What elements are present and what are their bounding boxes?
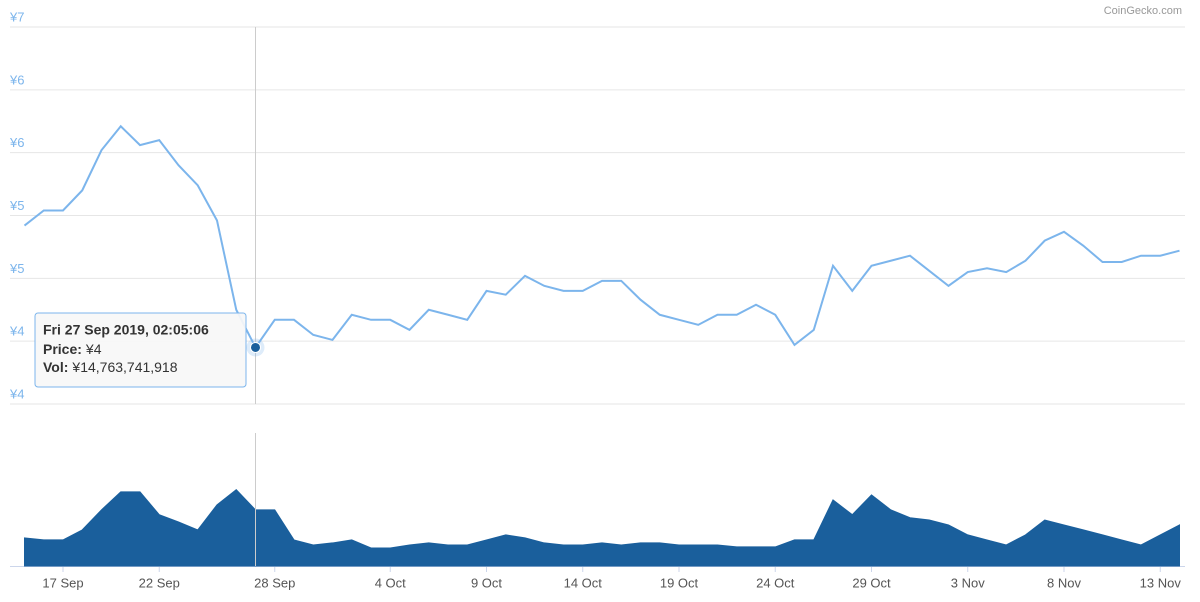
x-tick-label: 24 Oct — [756, 575, 795, 590]
x-tick-label: 13 Nov — [1140, 575, 1182, 590]
tooltip-title: Fri 27 Sep 2019, 02:05:06 — [43, 322, 209, 338]
x-tick-label: 17 Sep — [42, 575, 83, 590]
x-tick-label: 22 Sep — [139, 575, 180, 590]
x-tick-label: 14 Oct — [564, 575, 603, 590]
x-tick-label: 4 Oct — [375, 575, 406, 590]
tooltip-vol-label: Vol: — [43, 359, 68, 375]
y-tick-label: ¥5 — [9, 261, 24, 276]
y-tick-label: ¥4 — [9, 324, 24, 339]
hover-point — [250, 341, 261, 353]
y-tick-label: ¥6 — [9, 72, 24, 87]
x-tick-label: 9 Oct — [471, 575, 502, 590]
tooltip-box — [34, 312, 247, 388]
credit: CoinGecko.com — [1104, 5, 1182, 17]
x-tick-label: 19 Oct — [660, 575, 699, 590]
price-line — [23, 124, 1180, 350]
y-tick-label: ¥5 — [9, 198, 24, 213]
tooltip-price-value: ¥4 — [85, 341, 102, 357]
x-tick-label: 8 Nov — [1047, 575, 1081, 590]
tooltip-price-label: Price: — [43, 341, 82, 357]
x-tick-label: 28 Sep — [254, 575, 295, 590]
tooltip-price: Price: ¥4 — [43, 341, 102, 357]
x-tick-label: 29 Oct — [852, 575, 891, 590]
tooltip-vol: Vol: ¥14,763,741,918 — [43, 359, 178, 375]
y-tick-label: ¥7 — [9, 9, 24, 24]
tooltip-vol-value: ¥14,763,741,918 — [71, 359, 177, 375]
volume-area — [24, 488, 1180, 567]
y-tick-label: ¥4 — [9, 386, 24, 401]
y-tick-label: ¥6 — [9, 135, 24, 150]
x-tick-label: 3 Nov — [951, 575, 985, 590]
